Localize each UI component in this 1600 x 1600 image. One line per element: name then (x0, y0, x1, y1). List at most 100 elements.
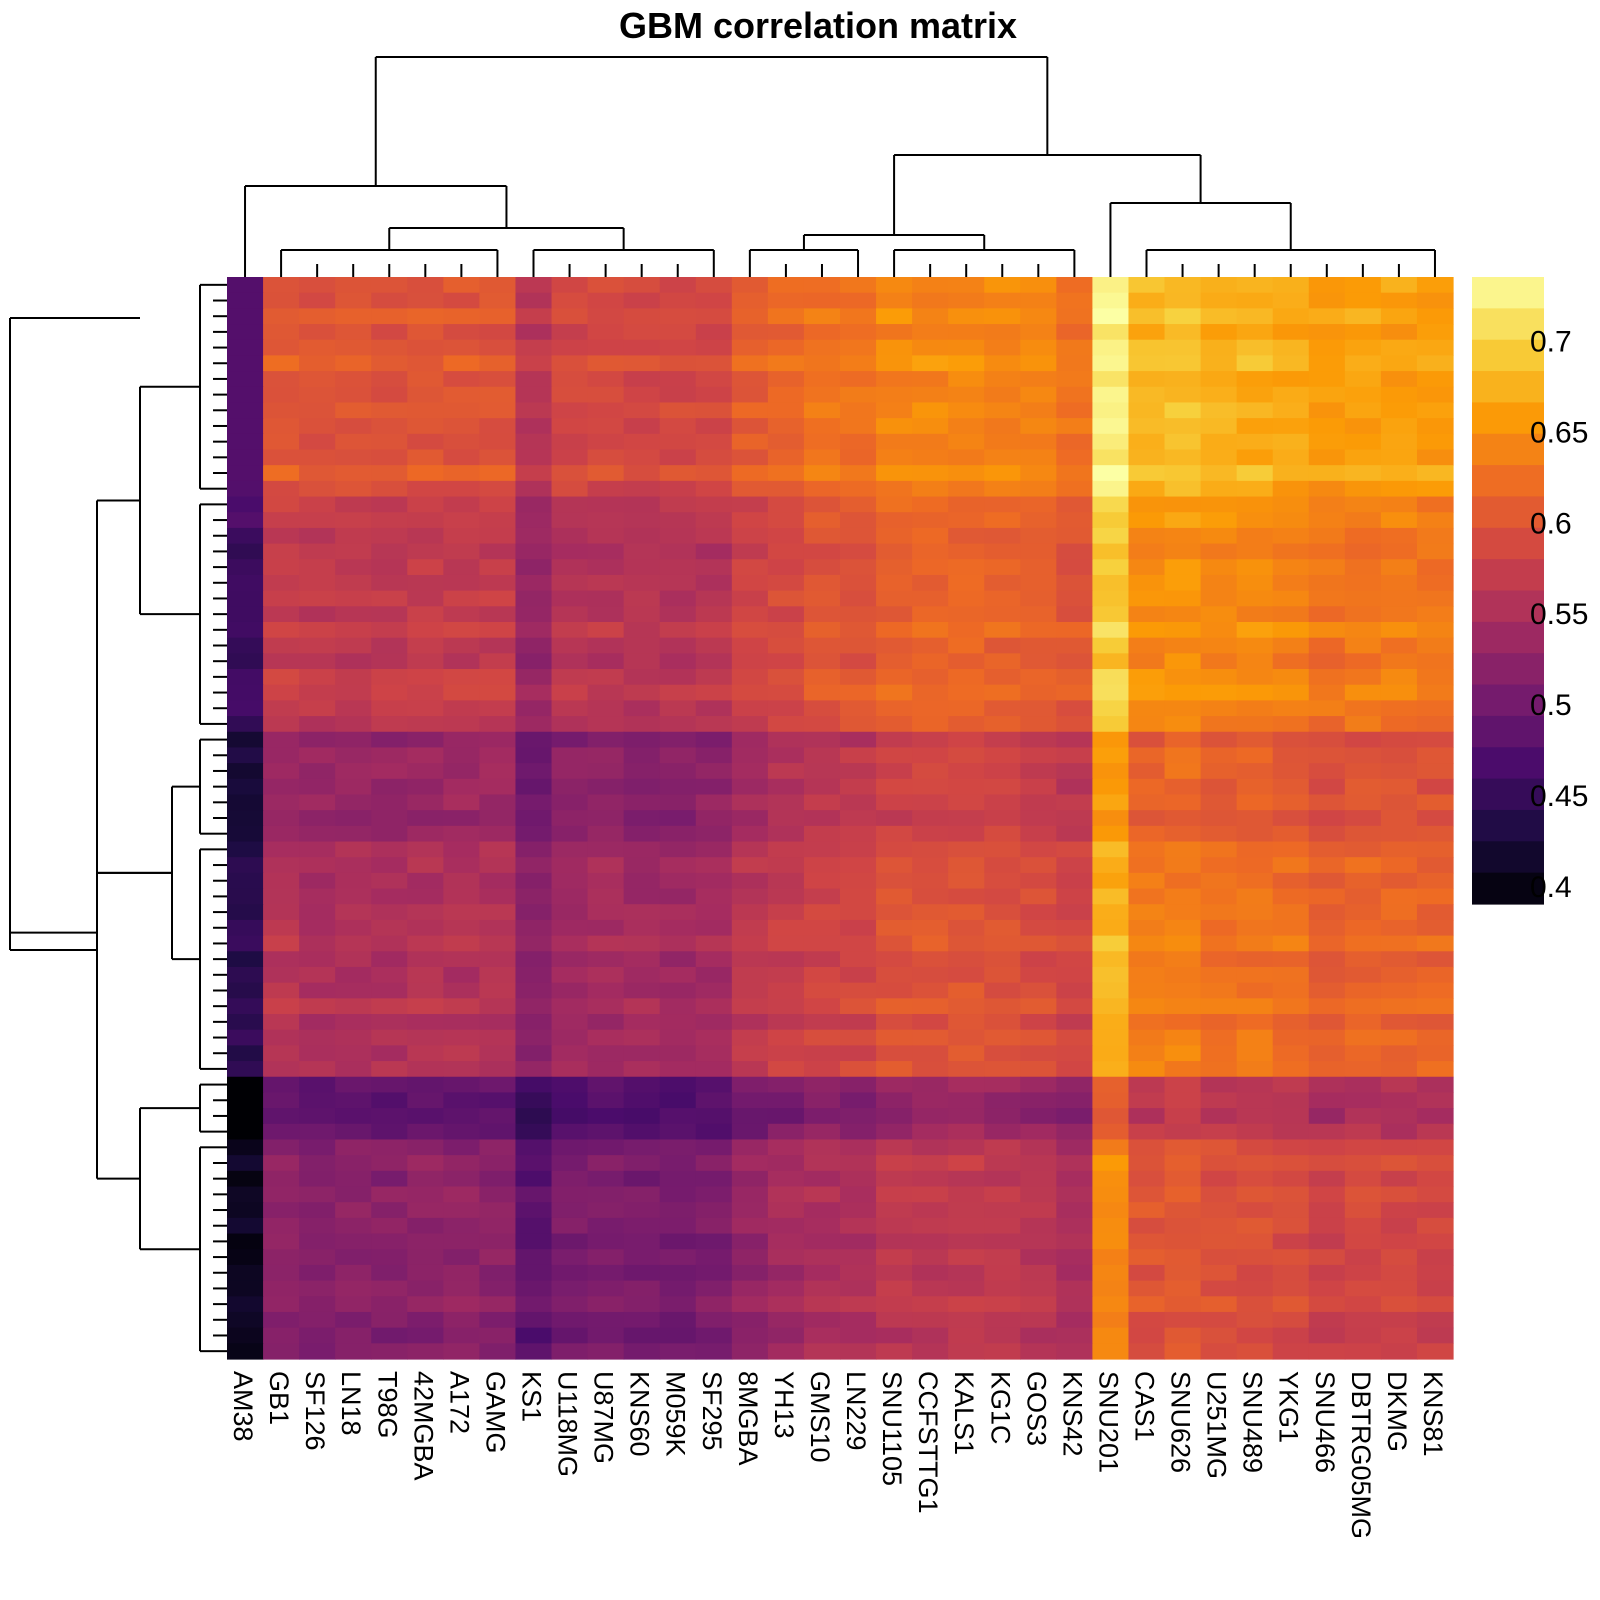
heatmap-cell (407, 480, 444, 498)
heatmap-cell (515, 1029, 553, 1046)
heatmap-cell (1344, 1092, 1382, 1109)
heatmap-cell (299, 606, 336, 623)
heatmap-cell (1020, 355, 1057, 372)
heatmap-cell (1056, 794, 1094, 811)
heatmap-cell (515, 778, 553, 796)
legend-color-band (1472, 653, 1544, 686)
heatmap-cell (443, 402, 481, 419)
heatmap-cell (840, 543, 877, 560)
heatmap-cell (803, 700, 841, 717)
heatmap-cell (912, 433, 949, 451)
heatmap-cell (335, 465, 372, 482)
heatmap-cell (515, 1123, 553, 1141)
heatmap-cell (876, 763, 913, 780)
heatmap-cell (876, 543, 913, 560)
heatmap-cell (840, 590, 877, 607)
heatmap-cell (407, 778, 444, 796)
heatmap-cell (299, 794, 336, 811)
heatmap-cell (263, 810, 300, 827)
heatmap-cell (1380, 621, 1418, 639)
heatmap-cell (659, 433, 697, 451)
heatmap-cell (227, 449, 264, 466)
heatmap-cell (443, 1045, 481, 1062)
heatmap-cell (1164, 763, 1202, 780)
heatmap-cell (299, 747, 336, 764)
heatmap-cell (371, 872, 408, 890)
heatmap-cell (479, 512, 517, 529)
heatmap-cell (731, 1264, 769, 1282)
heatmap-cell (1128, 292, 1166, 309)
heatmap-cell (659, 982, 697, 999)
heatmap-cell (1308, 324, 1346, 341)
heatmap-cell (1200, 1029, 1238, 1046)
heatmap-cell (227, 559, 264, 576)
heatmap-cell (371, 386, 408, 404)
heatmap-cell (551, 324, 589, 341)
heatmap-cell (1200, 308, 1238, 325)
heatmap-cell (1056, 1249, 1094, 1266)
heatmap-cell (803, 716, 841, 733)
heatmap-cells (227, 277, 1454, 1360)
heatmap-cell (1128, 1217, 1166, 1235)
heatmap-cell (263, 857, 300, 874)
heatmap-cell (1308, 966, 1346, 984)
heatmap-cell (767, 810, 805, 827)
heatmap-cell (407, 1296, 444, 1313)
heatmap-cell (371, 700, 408, 717)
heatmap-cell (912, 653, 949, 670)
heatmap-cell (984, 966, 1021, 984)
heatmap-cell (587, 700, 625, 717)
heatmap-cell (840, 1155, 877, 1172)
heatmap-cell (695, 716, 733, 733)
heatmap-cell (1128, 653, 1166, 670)
heatmap-cell (659, 621, 697, 639)
heatmap-cell (371, 637, 408, 654)
heatmap-cell (1344, 1155, 1382, 1172)
heatmap-cell (227, 496, 264, 513)
heatmap-cell (1308, 543, 1346, 560)
heatmap-cell (1200, 951, 1238, 968)
heatmap-cell (1308, 919, 1346, 937)
heatmap-cell (840, 402, 877, 419)
heatmap-cell (227, 731, 264, 749)
heatmap-cell (984, 841, 1021, 858)
heatmap-cell (443, 1202, 481, 1219)
heatmap-cell (1200, 324, 1238, 341)
heatmap-cell (1344, 951, 1382, 968)
heatmap-cell (1344, 1045, 1382, 1062)
heatmap-cell (695, 637, 733, 654)
heatmap-cell (1308, 527, 1346, 545)
heatmap-cell (659, 763, 697, 780)
heatmap-cell (407, 418, 444, 435)
heatmap-cell (1236, 606, 1274, 623)
heatmap-cell (1236, 1170, 1274, 1188)
heatmap-cell (731, 747, 769, 764)
heatmap-cell (984, 590, 1021, 607)
heatmap-cell (912, 621, 949, 639)
heatmap-cell (803, 778, 841, 796)
heatmap-cell (767, 872, 805, 890)
heatmap-cell (695, 1311, 733, 1329)
heatmap-cell (623, 559, 661, 576)
heatmap-cell (767, 1108, 805, 1125)
heatmap-cell (623, 763, 661, 780)
heatmap-cell (876, 794, 913, 811)
heatmap-cell (515, 1343, 553, 1360)
heatmap-cell (227, 1202, 264, 1219)
heatmap-cell (371, 1108, 408, 1125)
heatmap-cell (912, 1311, 949, 1329)
heatmap-cell (767, 747, 805, 764)
heatmap-cell (1416, 637, 1454, 654)
heatmap-cell (731, 716, 769, 733)
heatmap-cell (840, 888, 877, 905)
heatmap-cell (371, 1045, 408, 1062)
heatmap-cell (1020, 637, 1057, 654)
heatmap-cell (227, 1014, 264, 1031)
heatmap-cell (840, 1076, 877, 1094)
heatmap-cell (948, 527, 985, 545)
heatmap-cell (263, 1280, 300, 1297)
heatmap-cell (1056, 371, 1094, 388)
heatmap-cell (984, 1092, 1021, 1109)
heatmap-cell (1308, 1311, 1346, 1329)
